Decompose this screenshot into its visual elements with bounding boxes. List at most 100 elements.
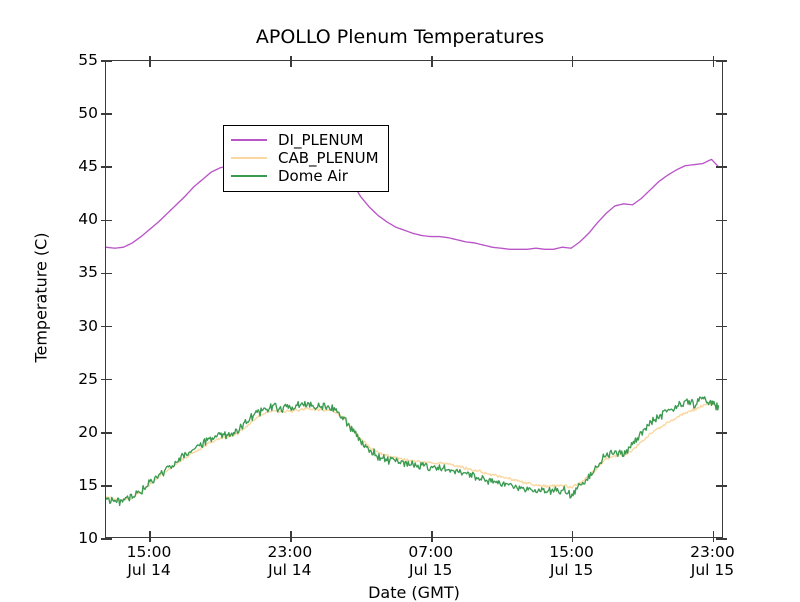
x-tick-mark [430,531,433,537]
x-tick-date: Jul 14 [268,561,312,579]
y-tick-mark [106,60,112,62]
y-tick-mark [716,538,722,540]
legend-item-dome-air[interactable]: Dome Air [231,167,379,185]
y-tick-label: 55 [78,51,98,69]
y-tick-label: 30 [78,316,98,335]
y-tick-mark [721,166,727,169]
y-tick-label: 25 [78,369,98,388]
y-tick-mark [716,219,722,222]
plot-area: DI_PLENUM CAB_PLENUM Dome Air [101,56,727,542]
x-tick-mark [571,531,574,537]
legend-label: Dome Air [278,167,348,185]
legend-label: CAB_PLENUM [278,149,379,167]
y-tick-mark [106,113,112,115]
y-tick-label: 45 [78,157,98,176]
y-tick-label: 40 [78,210,98,229]
x-tick-label: 15:00 Jul 15 [549,543,594,579]
y-tick-label: 35 [78,263,98,282]
y-tick-mark [106,166,112,169]
y-tick-mark [716,325,722,328]
y-tick-mark [101,325,107,328]
x-axis-label: Date (GMT) [368,583,460,602]
y-tick-mark [721,538,727,540]
y-tick-label: 50 [78,104,98,123]
y-tick-mark [101,166,107,169]
x-tick-date: Jul 15 [409,561,453,579]
y-tick-mark [716,166,722,169]
x-tick-mark [571,61,574,67]
y-tick-mark [101,113,107,115]
x-tick-label: 15:00 Jul 14 [127,543,172,579]
x-tick-mark [571,56,574,62]
legend-color-swatch [231,157,267,159]
y-tick-mark [106,272,112,275]
y-tick-mark [101,538,107,540]
y-tick-mark [101,272,107,275]
x-tick-mark [430,61,433,67]
series-line [106,396,720,507]
x-tick-mark [149,61,151,67]
x-tick-mark [712,536,715,542]
x-tick-mark [290,56,292,62]
y-tick-mark [106,378,112,381]
y-tick-label: 20 [78,422,98,441]
y-tick-mark [101,378,107,381]
y-tick-mark [721,378,727,381]
y-tick-mark [716,113,722,115]
y-tick-mark [101,219,107,222]
y-axis-tick-labels: 10 15 20 25 30 35 40 45 50 55 [55,51,98,547]
x-tick-label: 23:00 Jul 14 [268,543,313,579]
y-tick-label: 10 [78,529,98,547]
series-canvas [106,151,720,507]
x-tick-mark [149,56,151,62]
x-tick-label: 07:00 Jul 15 [408,543,453,579]
x-tick-mark [149,531,151,537]
x-tick-date: Jul 14 [127,561,171,579]
x-tick-time: 07:00 [408,543,454,561]
y-tick-mark [716,431,722,434]
legend-item-cab-plenum[interactable]: CAB_PLENUM [231,149,379,167]
y-tick-mark [106,431,112,434]
y-tick-mark [721,431,727,434]
y-axis-label: Temperature (C) [31,232,51,363]
series-line [106,151,720,250]
y-tick-mark [101,60,107,62]
x-tick-mark [712,61,715,67]
x-tick-time: 15:00 [126,543,172,561]
x-tick-mark [430,536,433,542]
y-tick-label: 15 [78,475,98,494]
legend-label: DI_PLENUM [278,131,364,149]
legend-color-swatch [231,139,267,141]
legend-color-swatch [231,175,267,177]
x-tick-mark [712,531,715,537]
y-tick-mark [101,431,107,434]
x-tick-mark [712,56,715,62]
x-axis-tick-labels: 15:00 Jul 14 23:00 Jul 14 07:00 Jul 15 15:00 Ju… [105,543,735,587]
y-tick-mark [721,219,727,222]
x-tick-date: Jul 15 [690,561,735,579]
y-tick-mark [721,485,727,487]
y-tick-mark [716,60,722,62]
x-tick-mark [290,61,292,67]
x-tick-date: Jul 15 [549,561,594,579]
y-tick-mark [716,378,722,381]
y-tick-mark [716,272,722,275]
y-tick-mark [106,219,112,222]
y-tick-mark [106,485,112,487]
y-tick-mark [721,272,727,275]
x-tick-mark [571,536,574,542]
legend: DI_PLENUM CAB_PLENUM Dome Air [223,125,389,192]
y-tick-mark [106,538,112,540]
x-tick-mark [290,536,292,542]
x-tick-time: 15:00 [549,543,594,561]
x-tick-time: 23:00 [267,543,313,561]
legend-item-di-plenum[interactable]: DI_PLENUM [231,131,379,149]
y-tick-mark [721,113,727,115]
y-tick-mark [721,60,727,62]
x-tick-mark [149,536,151,542]
y-tick-mark [106,325,112,328]
page-title: APOLLO Plenum Temperatures [255,26,545,48]
x-tick-time: 23:00 [690,543,735,561]
y-tick-mark [716,485,722,487]
